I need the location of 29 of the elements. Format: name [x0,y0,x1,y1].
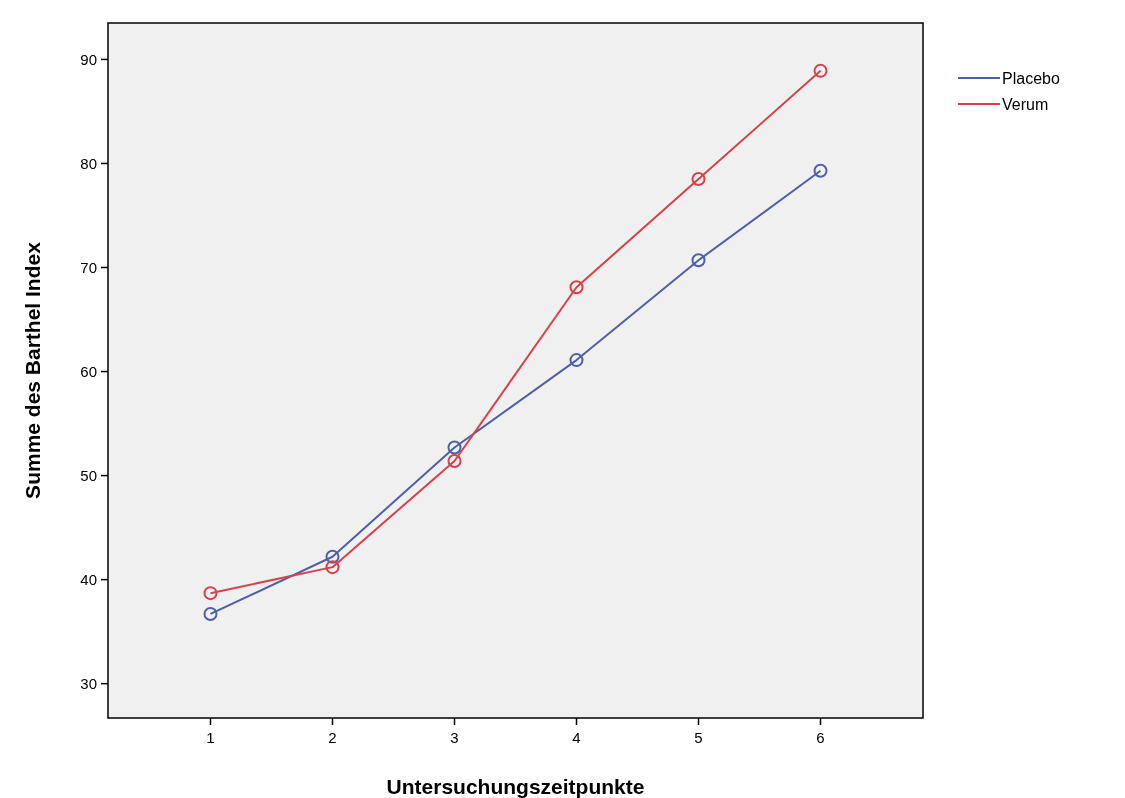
y-tick-label: 70 [80,258,97,276]
point [813,163,828,178]
x-tick-label: 2 [328,729,337,746]
y-axis-title: Summe des Barthel Index [21,241,44,499]
y-tick-label: 90 [80,50,97,68]
x-tick-label: 6 [816,729,825,746]
point [569,353,584,368]
point [325,549,340,564]
y-tick-label: 80 [80,154,97,172]
y-tick-label: 40 [80,570,97,588]
point [203,586,218,601]
point [325,560,340,575]
point [447,440,462,455]
point [691,172,706,187]
point [691,253,706,268]
x-tick-label: 3 [450,729,459,746]
point [569,280,584,295]
y-tick-label: 30 [80,674,97,692]
legend-label: Placebo [1002,69,1060,87]
x-tick-label: 4 [572,729,581,746]
point [447,454,462,469]
y-tick-label: 60 [80,362,97,380]
point [203,606,218,621]
legend-label: Verum [1002,95,1049,113]
x-tick-label: 5 [694,729,703,746]
x-tick-label: 1 [206,729,215,746]
x-axis-title: Untersuchungszeitpunkte [386,775,645,798]
y-tick-label: 50 [80,466,97,484]
point [813,63,828,78]
